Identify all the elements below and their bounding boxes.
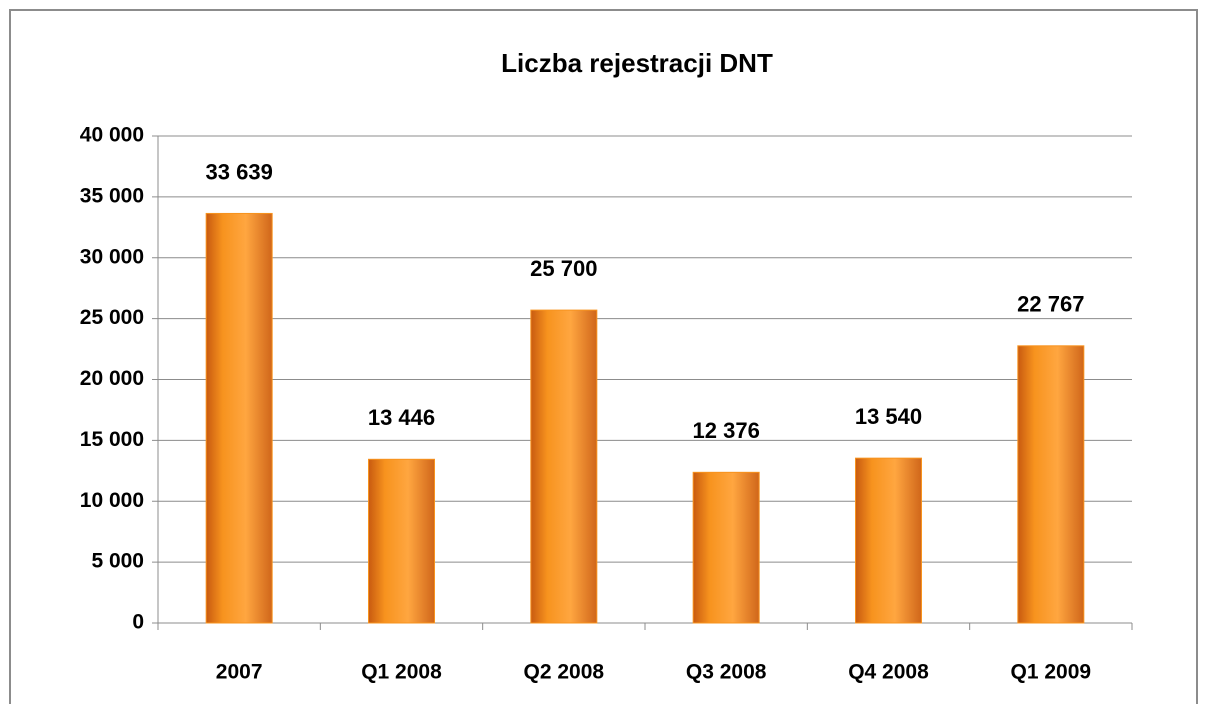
value-label: 33 639 xyxy=(206,159,273,184)
x-tick-label: Q1 2008 xyxy=(361,661,442,684)
value-label: 13 540 xyxy=(855,404,922,429)
y-tick-label: 5 000 xyxy=(91,550,144,573)
value-label: 22 767 xyxy=(1017,292,1084,317)
chart-title: Liczba rejestracji DNT xyxy=(501,48,773,78)
y-tick-label: 15 000 xyxy=(80,428,144,451)
bar xyxy=(205,212,273,624)
bar xyxy=(530,309,598,624)
y-tick-label: 20 000 xyxy=(80,367,144,390)
y-tick-label: 10 000 xyxy=(80,489,144,512)
bar xyxy=(368,458,435,624)
x-tick-label: 2007 xyxy=(216,661,263,684)
x-tick-label: Q3 2008 xyxy=(686,661,767,684)
y-tick-label: 40 000 xyxy=(80,124,144,147)
bar xyxy=(855,457,922,624)
value-label: 13 446 xyxy=(368,405,435,430)
bar xyxy=(1017,345,1085,624)
y-tick-label: 25 000 xyxy=(80,306,144,329)
y-tick-label: 35 000 xyxy=(80,184,144,207)
y-tick-label: 30 000 xyxy=(80,245,144,268)
y-tick-label: 0 xyxy=(132,611,144,634)
value-label: 25 700 xyxy=(530,256,597,281)
bar xyxy=(692,471,760,624)
x-tick-label: Q4 2008 xyxy=(848,661,929,684)
x-tick-label: Q2 2008 xyxy=(524,661,605,684)
value-label: 12 376 xyxy=(693,418,760,443)
x-tick-label: Q1 2009 xyxy=(1011,661,1092,684)
